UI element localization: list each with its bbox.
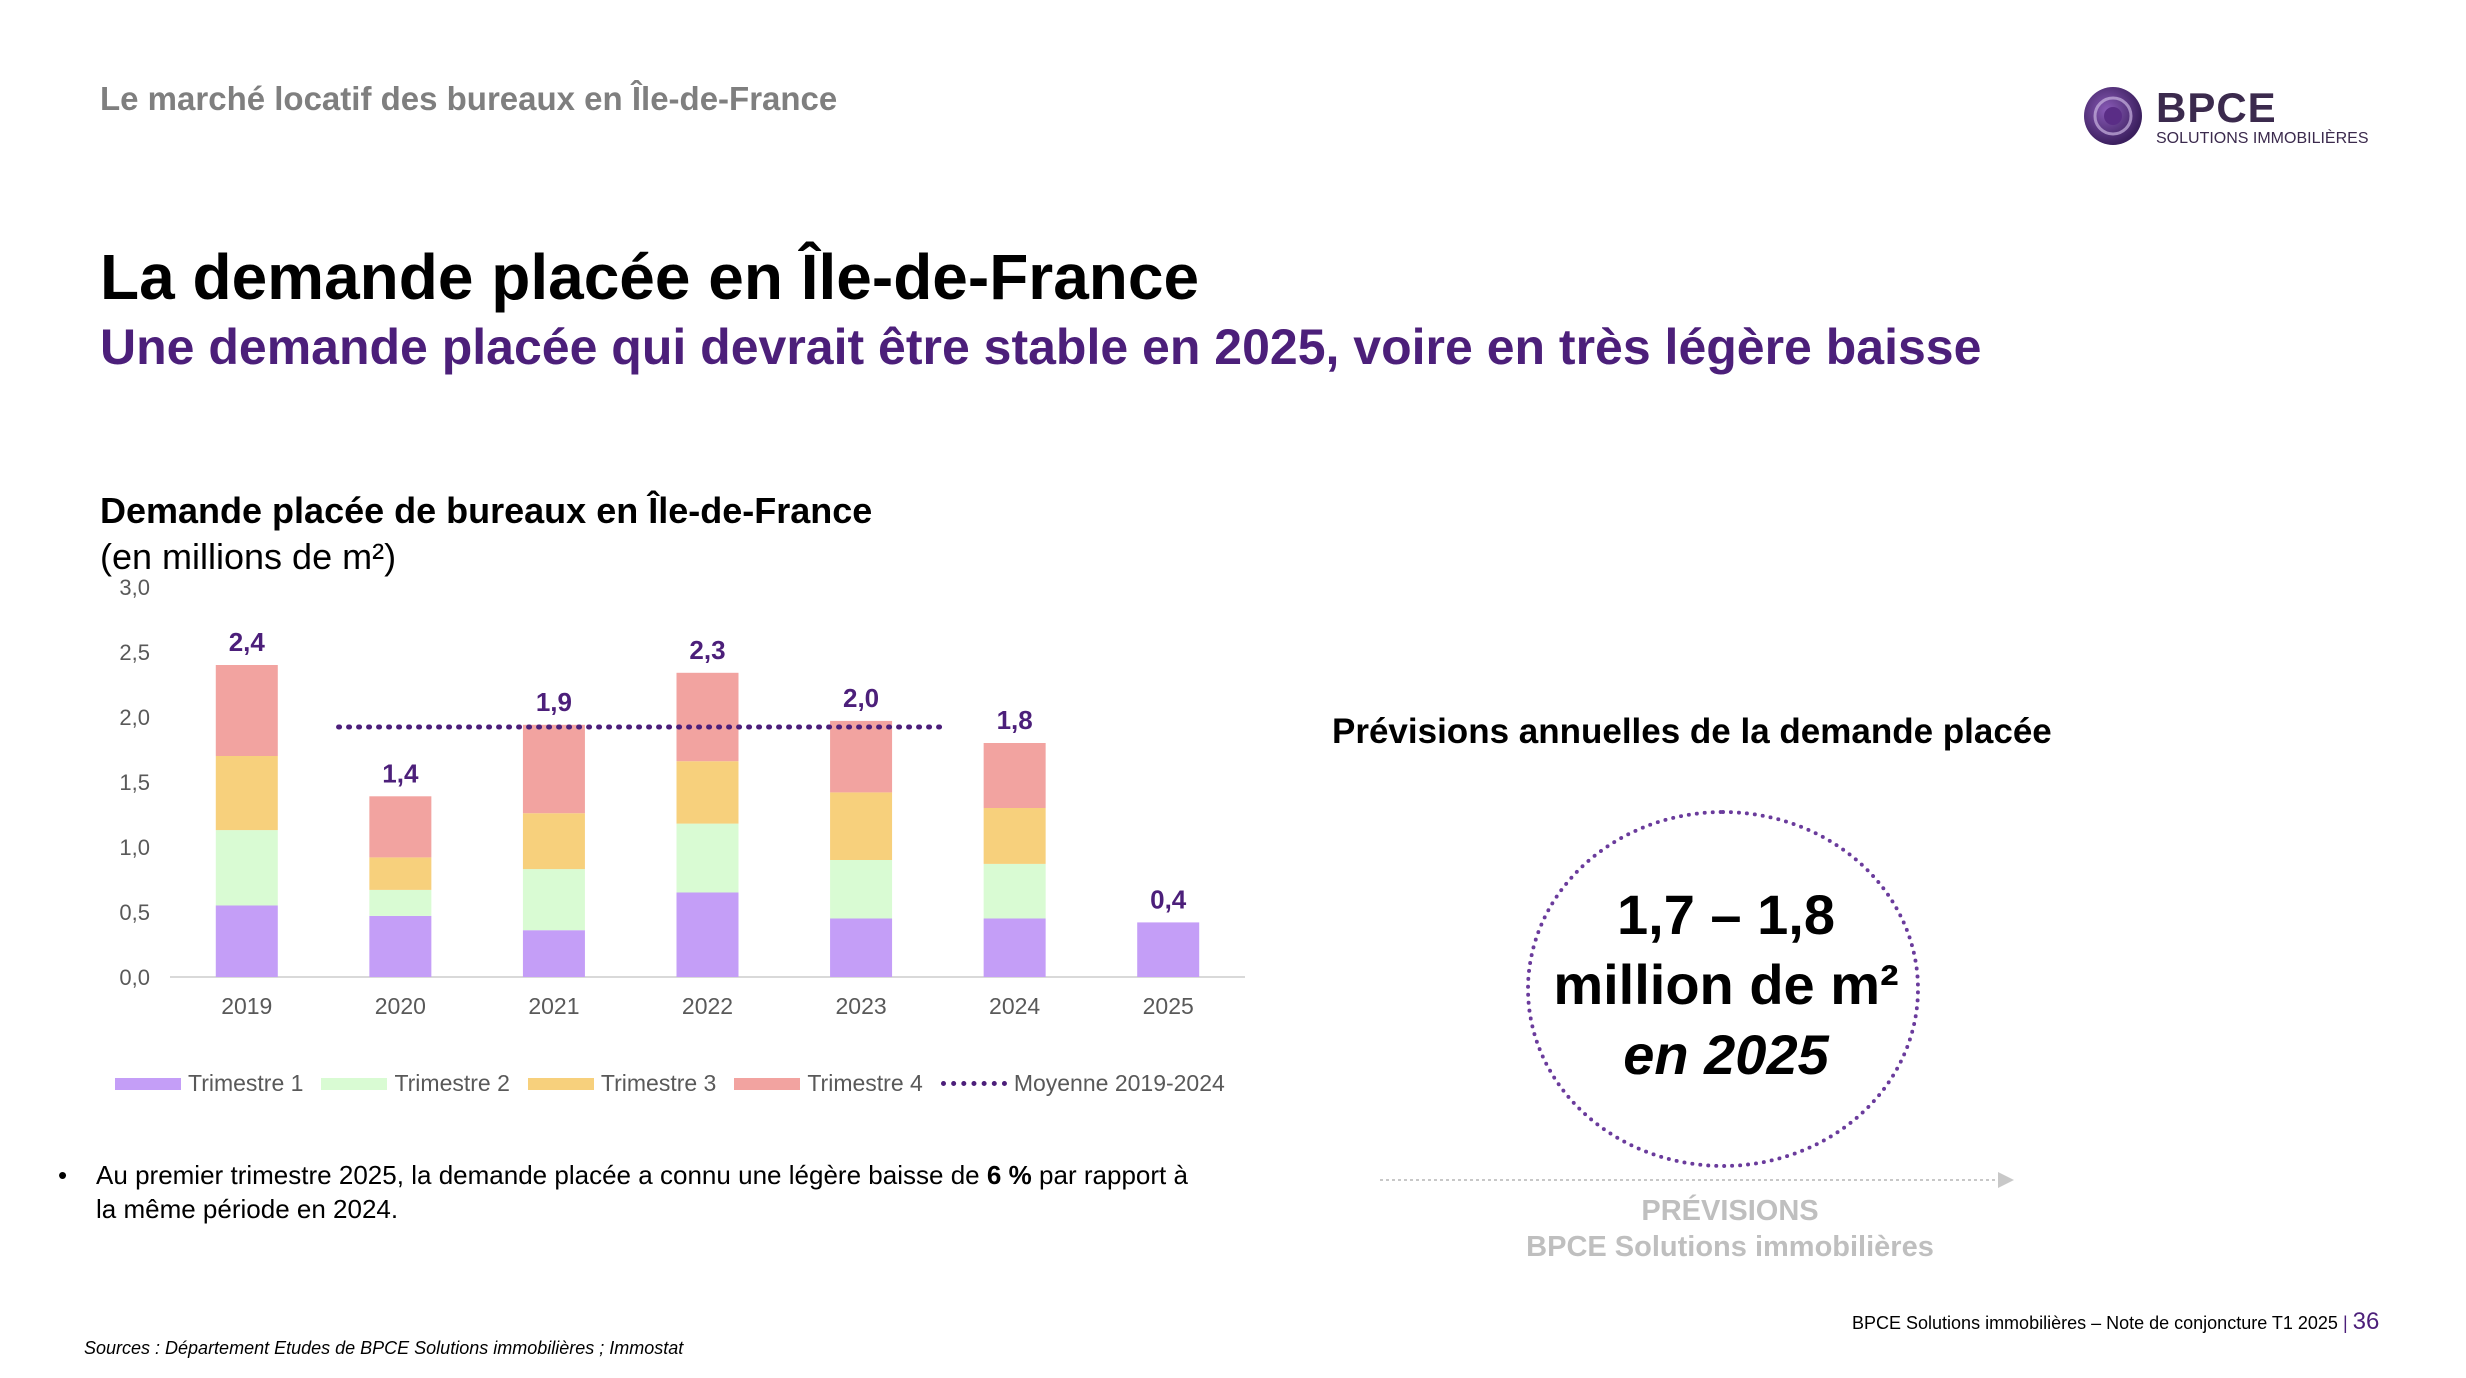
forecast-value: 1,7 – 1,8 million de m² en 2025 bbox=[1526, 880, 1926, 1090]
bar-segment-2020-t3 bbox=[369, 857, 432, 890]
y-tick-label: 2,0 bbox=[119, 705, 150, 730]
x-tick-label-2023: 2023 bbox=[835, 993, 886, 1019]
legend-item-trimestre-1: Trimestre 1 bbox=[115, 1070, 303, 1097]
bar-segment-2019-t4 bbox=[215, 665, 278, 756]
legend-item-trimestre-2: Trimestre 2 bbox=[321, 1070, 510, 1097]
data-label-2020: 1,4 bbox=[382, 758, 419, 788]
section-title: Le marché locatif des bureaux en Île-de-… bbox=[100, 80, 838, 117]
forecast-title: Prévisions annuelles de la demande placé… bbox=[1332, 712, 2052, 751]
bar-segment-2024-t4 bbox=[983, 743, 1046, 808]
y-tick-label: 2,5 bbox=[119, 640, 150, 665]
chart-unit: (en millions de m²) bbox=[100, 536, 397, 577]
x-tick-label-2025: 2025 bbox=[1143, 993, 1194, 1019]
bar-segment-2020-t1 bbox=[369, 915, 432, 977]
legend-swatch-trimestre-1 bbox=[115, 1077, 181, 1090]
bar-segment-2020-t4 bbox=[369, 796, 432, 858]
sources-note: Sources : Département Etudes de BPCE Sol… bbox=[84, 1338, 684, 1358]
data-label-2019: 2,4 bbox=[229, 627, 266, 657]
bar-segment-2024-t2 bbox=[983, 863, 1046, 919]
legend-item-average: Moyenne 2019-2024 bbox=[940, 1070, 1225, 1097]
footer: BPCE Solutions immobilières – Note de co… bbox=[1852, 1308, 2379, 1336]
bar-segment-2019-t1 bbox=[215, 905, 278, 977]
y-tick-label: 3,0 bbox=[119, 575, 150, 600]
forecast-unit: million de m² bbox=[1553, 953, 1899, 1016]
bullet-point: • Au premier trimestre 2025, la demande … bbox=[58, 1158, 1188, 1226]
bar-segment-2024-t1 bbox=[983, 918, 1046, 977]
bar-segment-2019-t3 bbox=[215, 756, 278, 831]
y-tick-label: 0,5 bbox=[119, 900, 150, 925]
x-tick-label-2024: 2024 bbox=[989, 993, 1040, 1019]
bar-segment-2022-t3 bbox=[676, 761, 739, 824]
legend-label-trimestre-4: Trimestre 4 bbox=[807, 1070, 923, 1096]
data-label-2024: 1,8 bbox=[997, 705, 1033, 735]
forecast-arrow-icon bbox=[1380, 1172, 2014, 1188]
bar-segment-2022-t1 bbox=[676, 892, 739, 977]
y-tick-label: 1,0 bbox=[119, 835, 150, 860]
bullet-dot-icon: • bbox=[58, 1160, 68, 1190]
footer-text: BPCE Solutions immobilières – Note de co… bbox=[1852, 1313, 2338, 1333]
x-tick-label-2020: 2020 bbox=[375, 993, 426, 1019]
page-title: La demande placée en Île-de-France bbox=[100, 241, 1200, 313]
bullet-text: Au premier trimestre 2025, la demande pl… bbox=[96, 1158, 1188, 1226]
x-tick-label-2019: 2019 bbox=[221, 993, 272, 1019]
x-tick-label-2021: 2021 bbox=[528, 993, 579, 1019]
logo-word: BPCE bbox=[2156, 84, 2277, 131]
bar-segment-2023-t4 bbox=[830, 720, 893, 793]
bullet-text-before: Au premier trimestre 2025, la demande pl… bbox=[96, 1160, 987, 1190]
x-tick-label-2022: 2022 bbox=[682, 993, 733, 1019]
data-label-2023: 2,0 bbox=[843, 683, 879, 713]
y-tick-label: 0,0 bbox=[119, 965, 150, 990]
legend-dotted-line bbox=[940, 1081, 1007, 1086]
forecast-circle bbox=[1526, 810, 1920, 1168]
bullet-text-after: par rapport à la même période en 2024. bbox=[96, 1160, 1189, 1224]
bar-chart: 0,0 0,5 1,0 1,5 2,0 2,5 3,0 2,4 2019 1,4 2020 1,9 20… bbox=[119, 575, 1245, 1019]
legend-swatch-trimestre-2 bbox=[321, 1077, 388, 1090]
forecast-label-line1: PRÉVISIONS bbox=[1641, 1195, 1819, 1227]
legend-swatch-trimestre-4 bbox=[734, 1077, 801, 1090]
bar-segment-2022-t2 bbox=[676, 823, 739, 893]
data-label-2025: 0,4 bbox=[1150, 884, 1187, 914]
bar-segment-2021-t1 bbox=[522, 930, 585, 977]
bar-segment-2023-t1 bbox=[830, 918, 893, 977]
forecast-range: 1,7 – 1,8 bbox=[1617, 883, 1835, 946]
y-tick-label: 1,5 bbox=[119, 770, 150, 795]
bar-segment-2023-t3 bbox=[830, 792, 893, 860]
bullet-highlight: 6 % bbox=[986, 1160, 1032, 1190]
legend-swatch-trimestre-3 bbox=[527, 1077, 594, 1090]
footer-separator: | bbox=[2342, 1313, 2348, 1333]
legend-label-trimestre-1: Trimestre 1 bbox=[188, 1070, 304, 1096]
forecast-label-line2: BPCE Solutions immobilières bbox=[1526, 1231, 1934, 1263]
bar-segment-2022-t4 bbox=[676, 672, 739, 762]
chart-title: Demande placée de bureaux en Île-de-Fran… bbox=[100, 490, 873, 531]
bar-segment-2021-t4 bbox=[522, 724, 585, 814]
chart-legend: Trimestre 1 Trimestre 2 Trimestre 3 Trim… bbox=[115, 1070, 1225, 1097]
legend-item-trimestre-3: Trimestre 3 bbox=[527, 1070, 717, 1097]
page-number: 36 bbox=[2352, 1308, 2380, 1335]
forecast-year: en 2025 bbox=[1623, 1023, 1829, 1086]
legend-label-trimestre-3: Trimestre 3 bbox=[600, 1070, 717, 1096]
bpce-logo: BPCE SOLUTIONS IMMOBILIÈRES bbox=[2080, 78, 2400, 158]
legend-label-trimestre-2: Trimestre 2 bbox=[394, 1070, 510, 1096]
legend-label-average: Moyenne 2019-2024 bbox=[1013, 1070, 1225, 1096]
logo-subtitle: SOLUTIONS IMMOBILIÈRES bbox=[2156, 130, 2369, 147]
bpce-logo-icon bbox=[2084, 87, 2142, 145]
page-subtitle: Une demande placée qui devrait être stab… bbox=[100, 319, 1982, 375]
bar-segment-2024-t3 bbox=[983, 808, 1046, 864]
bar-segment-2020-t2 bbox=[369, 889, 432, 916]
bar-segment-2023-t2 bbox=[830, 860, 893, 919]
legend-item-trimestre-4: Trimestre 4 bbox=[734, 1070, 923, 1097]
data-label-2021: 1,9 bbox=[536, 687, 572, 717]
data-label-2022: 2,3 bbox=[689, 635, 725, 665]
forecast-label: PRÉVISIONS BPCE Solutions immobilières bbox=[1480, 1193, 1980, 1265]
bar-segment-2021-t2 bbox=[522, 869, 585, 931]
bar-segment-2019-t2 bbox=[215, 830, 278, 906]
bar-segment-2025-t1 bbox=[1137, 922, 1200, 977]
bar-segment-2021-t3 bbox=[522, 813, 585, 870]
